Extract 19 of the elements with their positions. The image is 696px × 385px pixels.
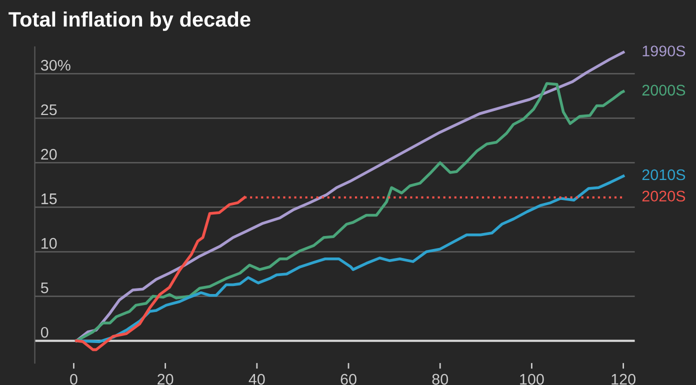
chart-title: Total inflation by decade (8, 11, 250, 31)
y-tick-label: 25 (41, 104, 57, 116)
y-tick-label: 5 (40, 282, 48, 294)
x-tick-label: 20 (158, 374, 174, 385)
x-tick-label: 40 (248, 374, 265, 385)
y-tick-label: 15 (42, 194, 57, 204)
y-tick-label: 20 (41, 148, 57, 160)
y-tick-label: 10 (42, 238, 57, 249)
ref-line-label: 2020S (642, 190, 686, 202)
series-label: 1990S (642, 46, 686, 56)
y-tick-label: 0 (40, 326, 48, 338)
x-tick-label: 100 (520, 374, 544, 385)
series-label: 2010S (642, 169, 686, 180)
x-tick-label: 80 (432, 374, 448, 385)
x-tick-label: 60 (340, 374, 356, 385)
series-label: 2000S (642, 84, 686, 96)
x-tick-label: 120 (612, 374, 636, 385)
y-tick-label: 30% (40, 60, 70, 71)
x-tick-label: 0 (70, 374, 78, 385)
